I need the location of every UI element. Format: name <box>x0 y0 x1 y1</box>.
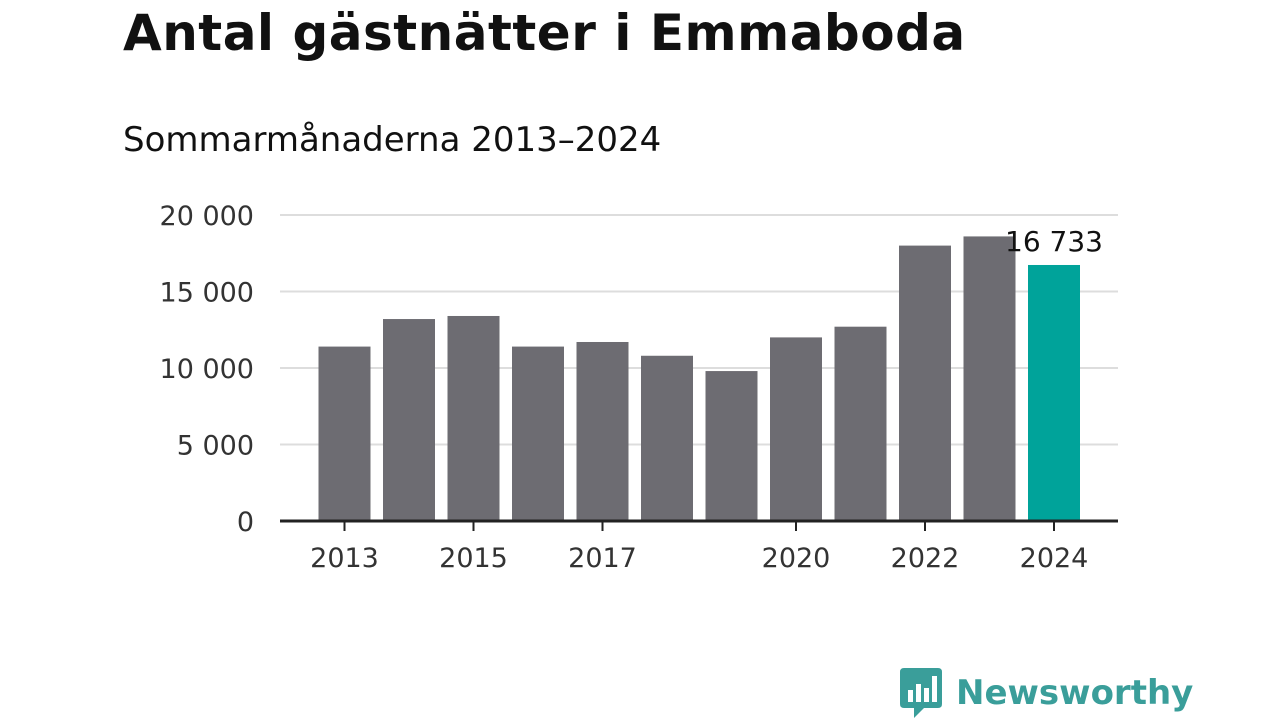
bar <box>447 315 500 521</box>
x-tick-label: 2015 <box>439 543 508 574</box>
y-tick-label: 15 000 <box>160 278 254 309</box>
brand-name: Newsworthy <box>956 673 1194 713</box>
x-tick-label: 2020 <box>762 543 831 574</box>
bar-highlight <box>1028 264 1080 521</box>
bar-value-label: 16 733 <box>1005 225 1103 258</box>
labels: 0 5 000 10 000 15 000 20 000 16 733 2013 2015 20… <box>160 201 1103 574</box>
chart-subtitle: Sommarmånaderna 2013–2024 <box>123 120 662 160</box>
x-axis <box>280 519 1118 531</box>
bar <box>899 245 951 521</box>
x-tick-label: 2017 <box>568 543 637 574</box>
bar <box>641 355 693 521</box>
x-tick-label: 2022 <box>891 543 960 574</box>
y-tick-label: 0 <box>237 507 254 538</box>
bar <box>834 326 887 521</box>
y-tick-label: 10 000 <box>160 354 254 385</box>
bar <box>576 341 629 521</box>
x-tick-label: 2024 <box>1020 543 1089 574</box>
brand-logo: Newsworthy <box>900 668 1193 718</box>
chart-title: Antal gästnätter i Emmaboda <box>123 4 966 62</box>
x-tick-label: 2013 <box>310 543 379 574</box>
bar <box>318 346 371 521</box>
bar <box>770 337 822 521</box>
newsworthy-logo-icon <box>900 668 942 718</box>
bar <box>512 346 564 521</box>
bar <box>705 371 758 521</box>
bars <box>318 236 1080 522</box>
bar <box>963 236 1016 522</box>
y-tick-label: 5 000 <box>177 431 254 462</box>
y-tick-label: 20 000 <box>160 201 254 232</box>
bar <box>383 319 435 521</box>
